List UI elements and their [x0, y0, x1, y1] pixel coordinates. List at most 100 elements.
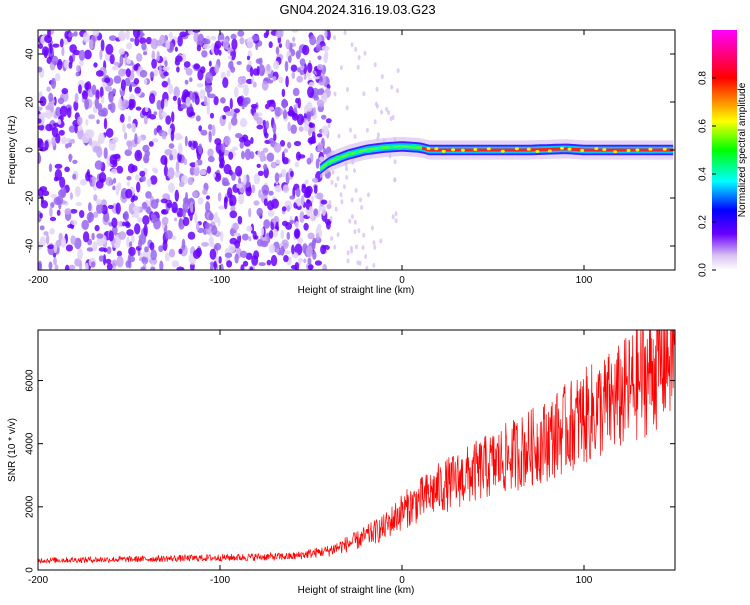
spectrogram-noise-blob	[251, 255, 259, 266]
ridge-halo	[320, 136, 674, 179]
spectrogram-noise-blob	[255, 42, 259, 51]
spectrogram-noise-blob	[61, 88, 69, 95]
spectrogram-noise-blob	[65, 143, 69, 149]
spectrogram-noise-blob	[164, 60, 168, 67]
spectrogram-noise-blob	[262, 119, 266, 127]
spectrogram-noise-blob	[142, 215, 150, 226]
snr-series	[38, 330, 675, 565]
spectrogram-noise-blob	[109, 54, 115, 65]
colorbar-label: Normalized spectral amplitude	[737, 82, 748, 217]
spectrogram-noise-blob	[219, 263, 224, 270]
spectrogram-noise-blob	[330, 179, 334, 185]
spectrogram-noise-blob	[127, 140, 133, 152]
spectrogram-noise-blob	[88, 137, 93, 146]
spectrogram-noise-blob	[194, 95, 200, 106]
spectrogram-noise-blob	[139, 170, 146, 177]
spectrogram-noise-blob	[143, 51, 148, 56]
spectrogram-noise-blob	[391, 115, 395, 120]
spectrogram-noise-blob	[356, 260, 360, 266]
snr-x-tick-label: 100	[576, 575, 593, 586]
snr-y-tick-label: 0	[25, 567, 36, 573]
spectrogram-noise-blob	[365, 265, 369, 270]
spectrogram-noise-blob	[222, 38, 229, 50]
spectrogram-noise-blob	[262, 147, 269, 153]
spectrogram-noise-blob	[177, 152, 182, 163]
spectrogram-noise-blob	[206, 86, 211, 98]
spectrogram-noise-blob	[278, 43, 283, 48]
spectrogram-noise-blob	[204, 222, 210, 230]
ridge-peak-blob	[451, 148, 456, 152]
spectrogram-y-tick-label: 40	[25, 48, 36, 60]
ridge-peak-blob	[335, 155, 340, 159]
spectrogram-noise-blob	[358, 260, 362, 266]
spectrogram-noise-blob	[116, 250, 122, 257]
ridge-peak-blob	[500, 149, 505, 153]
spectrogram-noise-blob	[171, 111, 175, 123]
spectrogram-noise-blob	[285, 39, 291, 50]
spectrogram-noise-blob	[156, 50, 160, 62]
spectrogram-noise-blob	[234, 253, 239, 264]
spectrogram-noise-blob	[125, 188, 133, 199]
spectrogram-noise-blob	[153, 128, 158, 136]
spectrogram-noise-blob	[139, 69, 148, 78]
spectrogram-noise-blob	[74, 92, 79, 103]
spectrogram-noise-blob	[94, 224, 100, 232]
spectrogram-noise-blob	[61, 46, 65, 57]
spectrogram-noise-blob	[102, 254, 107, 266]
spectrogram-noise-blob	[354, 187, 358, 193]
spectrogram-noise-blob	[160, 155, 168, 165]
spectrogram-noise-blob	[214, 63, 220, 74]
spectrogram-noise-blob	[256, 207, 263, 217]
spectrogram-noise-blob	[103, 247, 108, 253]
snr-x-tick-label: -200	[28, 575, 48, 586]
spectrogram-noise-blob	[346, 250, 350, 256]
spectrogram-noise-blob	[64, 166, 70, 173]
ridge-peak-blob	[327, 162, 332, 166]
spectrogram-noise-blob	[163, 165, 168, 177]
ridge-peak-blob	[367, 149, 372, 153]
spectrogram-noise-blob	[103, 147, 108, 160]
spectrogram-noise-blob	[282, 157, 289, 165]
spectrogram-noise-blob	[151, 58, 158, 69]
spectrogram-noise-blob	[287, 121, 291, 132]
spectrogram-noise-blob	[155, 198, 160, 204]
spectrogram-noise-blob	[113, 61, 120, 66]
spectrogram-noise-blob	[303, 258, 307, 264]
spectrogram-noise-blob	[300, 195, 305, 206]
spectrogram-noise-blob	[129, 37, 135, 42]
spectrogram-noise-blob	[145, 106, 149, 113]
spectrogram-noise-blob	[243, 174, 247, 186]
spectrogram-noise-blob	[201, 242, 210, 247]
colorbar-tick-label: 0.8	[698, 71, 709, 85]
spectrogram-noise-blob	[318, 229, 323, 238]
spectrogram-noise-blob	[258, 57, 263, 65]
spectrogram-noise-blob	[78, 84, 82, 94]
spectrogram-noise-blob	[209, 242, 215, 248]
spectrogram-noise-blob	[223, 197, 228, 210]
spectrogram-noise-blob	[183, 158, 187, 166]
spectrogram-noise-blob	[345, 174, 349, 180]
ridge-peak-blob	[613, 150, 618, 154]
spectrogram-noise-blob	[39, 112, 48, 118]
spectrogram-noise-blob	[66, 107, 72, 118]
spectrogram-noise-blob	[205, 201, 211, 213]
spectrogram-noise-blob	[340, 199, 344, 205]
spectrogram-noise-blob	[111, 65, 119, 71]
spectrogram-noise-blob	[307, 62, 313, 73]
spectrogram-noise-blob	[189, 77, 193, 82]
spectrogram-noise-blob	[170, 129, 175, 142]
spectrogram-noise-blob	[122, 221, 126, 227]
spectrogram-noise-blob	[108, 91, 114, 103]
spectrogram-noise-blob	[39, 225, 45, 231]
spectrogram-noise-blob	[156, 99, 162, 111]
spectrogram-noise-blob	[267, 210, 275, 217]
spectrogram-noise-blob	[217, 192, 222, 202]
spectrogram-noise-blob	[96, 203, 104, 214]
spectrogram-noise-blob	[321, 205, 327, 216]
spectrogram-noise-blob	[71, 220, 78, 226]
spectrogram-noise-blob	[278, 173, 283, 178]
spectrogram-noise-blob	[220, 231, 224, 242]
spectrogram-noise-blob	[315, 44, 322, 52]
spectrogram-noise-blob	[267, 79, 274, 84]
